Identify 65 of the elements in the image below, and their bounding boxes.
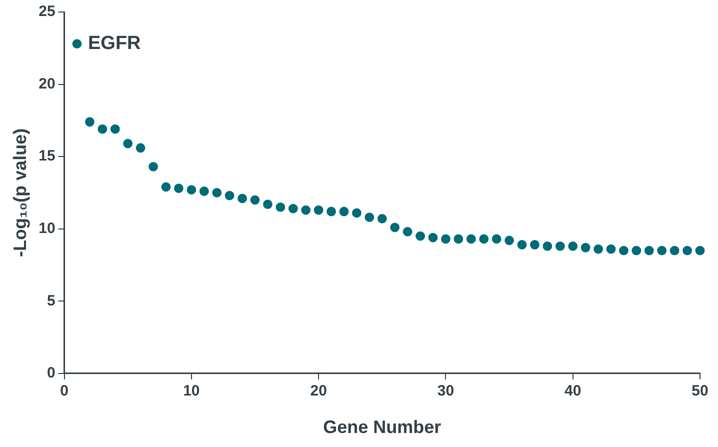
point bbox=[555, 241, 565, 251]
point bbox=[402, 227, 412, 236]
point bbox=[416, 231, 425, 241]
point bbox=[530, 240, 540, 250]
point bbox=[123, 138, 133, 148]
point bbox=[682, 246, 692, 256]
point bbox=[110, 124, 120, 134]
point bbox=[352, 208, 362, 218]
x-tick-label: 0 bbox=[60, 382, 68, 400]
y-tick-label: 10 bbox=[38, 220, 56, 237]
y-tick-label: 5 bbox=[46, 292, 56, 310]
point bbox=[238, 194, 247, 204]
y-tick-label: 15 bbox=[38, 148, 56, 165]
x-axis-title: Gene Number bbox=[323, 417, 442, 438]
x-tick-label: 30 bbox=[437, 382, 454, 400]
point bbox=[580, 242, 590, 252]
point bbox=[148, 162, 158, 172]
point bbox=[441, 234, 450, 244]
point bbox=[174, 184, 184, 194]
point bbox=[568, 241, 578, 251]
x-tick-label: 10 bbox=[183, 382, 200, 400]
x-tick-label: 50 bbox=[692, 382, 708, 400]
point bbox=[276, 202, 286, 212]
point bbox=[72, 39, 82, 49]
point bbox=[288, 204, 298, 214]
point bbox=[479, 234, 489, 244]
point bbox=[377, 214, 387, 224]
point bbox=[594, 244, 603, 254]
point bbox=[632, 246, 642, 256]
y-tick-label: 0 bbox=[46, 364, 56, 382]
point bbox=[250, 195, 260, 205]
point bbox=[98, 124, 108, 134]
point bbox=[428, 232, 438, 242]
point bbox=[339, 206, 349, 216]
point bbox=[466, 234, 476, 244]
point bbox=[326, 206, 336, 216]
point bbox=[542, 241, 552, 251]
point bbox=[186, 185, 196, 195]
y-tick-label: 25 bbox=[38, 3, 56, 20]
point bbox=[85, 117, 94, 127]
point bbox=[314, 205, 324, 215]
point bbox=[670, 246, 680, 256]
point bbox=[606, 244, 616, 254]
point bbox=[301, 205, 311, 215]
point bbox=[504, 236, 514, 246]
point bbox=[619, 246, 628, 256]
x-tick-label: 20 bbox=[310, 382, 327, 400]
point bbox=[364, 212, 374, 222]
y-tick-label: 20 bbox=[38, 75, 56, 92]
x-tick-label: 40 bbox=[564, 382, 582, 400]
point bbox=[644, 246, 654, 256]
point bbox=[492, 234, 502, 244]
point bbox=[517, 240, 527, 250]
point bbox=[224, 190, 234, 200]
point bbox=[212, 188, 222, 198]
point bbox=[199, 186, 209, 196]
point bbox=[263, 200, 272, 209]
annotation: EGFR bbox=[88, 33, 142, 54]
y-axis-title: -Log₁₀(p value) bbox=[10, 128, 30, 257]
point bbox=[454, 234, 464, 244]
point bbox=[136, 143, 146, 153]
point bbox=[695, 246, 705, 256]
point bbox=[657, 246, 667, 256]
point bbox=[390, 222, 400, 232]
point bbox=[161, 182, 171, 192]
